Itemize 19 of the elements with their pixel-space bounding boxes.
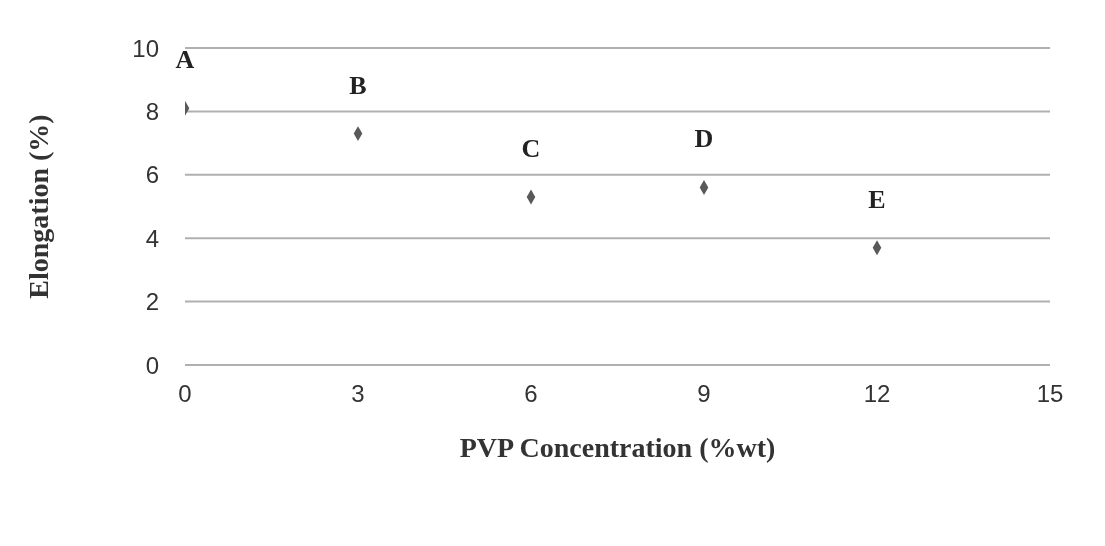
x-axis-title: PVP Concentration (%wt) xyxy=(459,432,776,463)
annotation: B xyxy=(349,70,367,100)
y-tick-label: 2 xyxy=(145,288,159,316)
x-tick-label: 3 xyxy=(351,380,365,408)
y-axis-title: Elongation (%) xyxy=(22,114,54,299)
annotation: C xyxy=(521,133,541,163)
annotation: A xyxy=(175,45,195,75)
x-tick-label: 15 xyxy=(1036,380,1064,408)
y-tick-label: 6 xyxy=(145,161,159,189)
y-tick-label: 0 xyxy=(145,351,159,379)
x-tick-label: 9 xyxy=(697,380,711,408)
y-tick-label: 8 xyxy=(145,97,159,125)
x-tick-label: 6 xyxy=(524,380,538,408)
annotation: E xyxy=(868,184,886,214)
x-tick-label: 12 xyxy=(863,380,891,408)
y-tick-label: 10 xyxy=(132,34,159,62)
y-tick-label: 4 xyxy=(145,224,159,252)
x-tick-label: 0 xyxy=(178,380,192,408)
annotation: D xyxy=(694,124,714,154)
